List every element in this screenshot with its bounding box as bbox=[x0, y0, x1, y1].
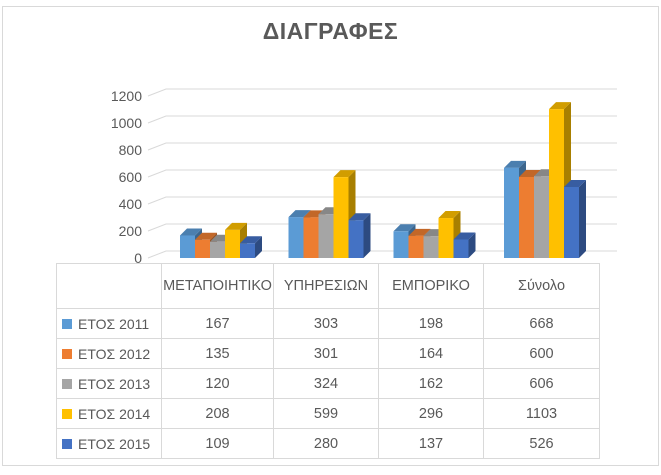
table-row-2014: ΕΤΟΣ 2014 208 599 296 1103 bbox=[56, 398, 600, 429]
value-cell: 526 bbox=[483, 428, 600, 459]
table-corner-cell bbox=[56, 263, 162, 309]
table-row-2013: ΕΤΟΣ 2013 120 324 162 606 bbox=[56, 368, 600, 399]
value-cell: 137 bbox=[378, 428, 484, 459]
table-row-2012: ΕΤΟΣ 2012 135 301 164 600 bbox=[56, 338, 600, 369]
value-cell: 280 bbox=[273, 428, 379, 459]
table-row-2015: ΕΤΟΣ 2015 109 280 137 526 bbox=[56, 428, 600, 459]
series-color-swatch-icon bbox=[62, 408, 72, 419]
series-name-label: ΕΤΟΣ 2013 bbox=[78, 375, 151, 392]
value-cell: 606 bbox=[483, 368, 600, 399]
category-header-metapoiitiko: ΜΕΤΑΠΟΙΗΤΙΚΟ bbox=[161, 263, 274, 309]
series-color-swatch-icon bbox=[62, 378, 72, 389]
data-table: ΜΕΤΑΠΟΙΗΤΙΚΟ ΥΠΗΡΕΣΙΩΝ ΕΜΠΟΡΙΚΟ Σύνολο Ε… bbox=[56, 263, 600, 459]
chart-title: ΔΙΑΓΡΑΦΕΣ bbox=[262, 18, 399, 44]
value-cell: 324 bbox=[273, 368, 379, 399]
value-cell: 120 bbox=[161, 368, 274, 399]
category-header-synolo: Σύνολο bbox=[483, 263, 600, 309]
series-color-swatch-icon bbox=[62, 318, 72, 329]
value-cell: 668 bbox=[483, 308, 600, 339]
value-cell: 599 bbox=[273, 398, 379, 429]
value-cell: 135 bbox=[161, 338, 274, 369]
legend-key-cell: ΕΤΟΣ 2012 bbox=[56, 338, 162, 369]
value-cell: 109 bbox=[161, 428, 274, 459]
legend-key-cell: ΕΤΟΣ 2015 bbox=[56, 428, 162, 459]
series-color-swatch-icon bbox=[62, 438, 72, 449]
value-cell: 1103 bbox=[483, 398, 600, 429]
category-header-emporiko: ΕΜΠΟΡΙΚΟ bbox=[378, 263, 484, 309]
value-cell: 301 bbox=[273, 338, 379, 369]
value-cell: 164 bbox=[378, 338, 484, 369]
value-cell: 303 bbox=[273, 308, 379, 339]
table-row-2011: ΕΤΟΣ 2011 167 303 198 668 bbox=[56, 308, 600, 339]
legend-key-cell: ΕΤΟΣ 2014 bbox=[56, 398, 162, 429]
series-name-label: ΕΤΟΣ 2012 bbox=[78, 345, 151, 362]
legend-key-cell: ΕΤΟΣ 2013 bbox=[56, 368, 162, 399]
value-cell: 600 bbox=[483, 338, 600, 369]
value-cell: 198 bbox=[378, 308, 484, 339]
series-name-label: ΕΤΟΣ 2014 bbox=[78, 405, 151, 422]
series-name-label: ΕΤΟΣ 2015 bbox=[78, 435, 151, 452]
value-cell: 208 bbox=[161, 398, 274, 429]
category-header-row: ΜΕΤΑΠΟΙΗΤΙΚΟ ΥΠΗΡΕΣΙΩΝ ΕΜΠΟΡΙΚΟ Σύνολο bbox=[56, 263, 600, 309]
value-cell: 167 bbox=[161, 308, 274, 339]
category-header-ypiresion: ΥΠΗΡΕΣΙΩΝ bbox=[273, 263, 379, 309]
value-cell: 296 bbox=[378, 398, 484, 429]
value-cell: 162 bbox=[378, 368, 484, 399]
series-color-swatch-icon bbox=[62, 348, 72, 359]
series-name-label: ΕΤΟΣ 2011 bbox=[78, 315, 150, 332]
legend-key-cell: ΕΤΟΣ 2011 bbox=[56, 308, 162, 339]
